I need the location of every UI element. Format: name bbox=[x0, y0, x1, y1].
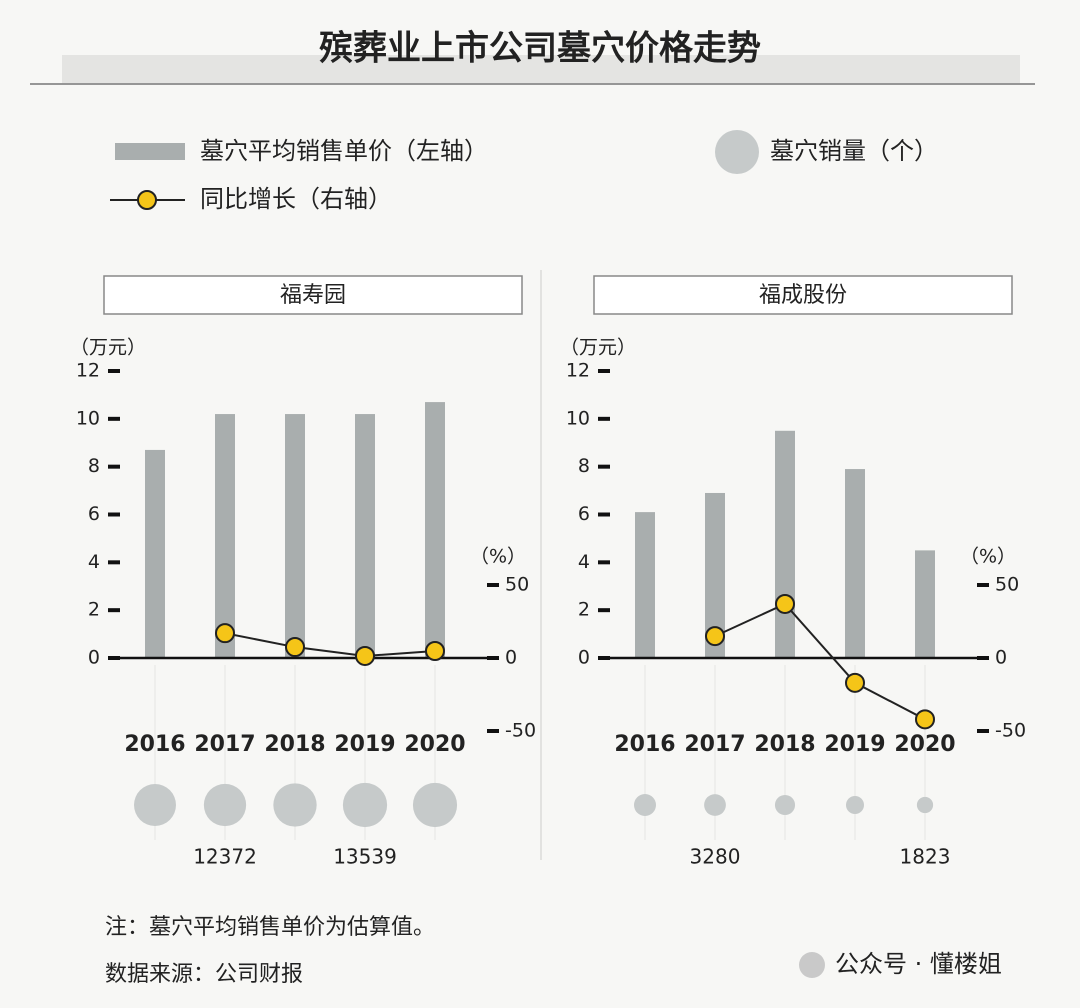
bubble bbox=[203, 783, 247, 827]
y-tick-label: 8 bbox=[88, 455, 100, 477]
legend-label: 墓穴销量（个） bbox=[770, 137, 938, 165]
bar bbox=[145, 449, 165, 658]
y-tick-label: 4 bbox=[578, 551, 590, 573]
legend-label: 墓穴平均销售单价（左轴） bbox=[200, 137, 488, 165]
x-tick-label: 2018 bbox=[264, 732, 325, 757]
watermark: 公众号 · 懂楼姐 bbox=[835, 950, 1002, 978]
y-tick-label: 10 bbox=[76, 407, 100, 429]
y-axis-label: （万元） bbox=[560, 337, 636, 359]
y-tick-label: 4 bbox=[88, 551, 100, 573]
x-tick-label: 2019 bbox=[824, 732, 885, 757]
y-tick-label: 0 bbox=[88, 647, 100, 669]
y-tick-label: 12 bbox=[566, 360, 590, 382]
x-tick-label: 2020 bbox=[404, 732, 465, 757]
line-marker bbox=[285, 637, 305, 658]
bar bbox=[705, 492, 725, 658]
x-tick-label: 2018 bbox=[754, 732, 815, 757]
y-tick-label: 2 bbox=[88, 599, 100, 621]
bar bbox=[845, 469, 865, 658]
bubble bbox=[634, 794, 656, 816]
page-title: 殡葬业上市公司墓穴价格走势 bbox=[319, 29, 761, 69]
y2-tick-label: 50 bbox=[995, 574, 1019, 596]
y2-axis-label: （%） bbox=[960, 546, 1016, 568]
x-tick-label: 2016 bbox=[614, 732, 675, 757]
panel-title: 福寿园 bbox=[280, 283, 346, 308]
bubble bbox=[342, 782, 388, 828]
line-marker bbox=[915, 709, 935, 730]
y2-tick-label: 50 bbox=[505, 574, 529, 596]
line-marker bbox=[215, 623, 235, 644]
x-tick-label: 2016 bbox=[124, 732, 185, 757]
legend-line-marker bbox=[137, 190, 157, 210]
line-marker bbox=[845, 672, 865, 693]
bar bbox=[355, 414, 375, 658]
legend-label: 同比增长（右轴） bbox=[200, 185, 392, 213]
bubble-label: 12372 bbox=[193, 845, 257, 869]
bubble bbox=[273, 783, 317, 827]
bubble-label: 13539 bbox=[333, 845, 397, 869]
x-tick-label: 2019 bbox=[334, 732, 395, 757]
panel-title-box bbox=[103, 275, 523, 315]
y2-tick-label: 0 bbox=[995, 647, 1007, 669]
x-tick-label: 2017 bbox=[684, 732, 745, 757]
watermark-icon bbox=[799, 952, 825, 978]
x-tick-label: 2020 bbox=[894, 732, 955, 757]
y-tick-label: 0 bbox=[578, 647, 590, 669]
y-tick-label: 6 bbox=[578, 503, 590, 525]
bar bbox=[775, 430, 795, 658]
y2-tick-label: -50 bbox=[505, 720, 536, 742]
x-tick-label: 2017 bbox=[194, 732, 255, 757]
bubble bbox=[774, 794, 796, 816]
bubble bbox=[412, 782, 458, 828]
bar bbox=[915, 550, 935, 658]
bubble-label: 3280 bbox=[690, 845, 741, 869]
note: 注：墓穴平均销售单价为估算值。 bbox=[105, 915, 435, 940]
line-marker bbox=[425, 640, 445, 661]
y-tick-label: 8 bbox=[578, 455, 590, 477]
bar bbox=[635, 512, 655, 658]
line-marker bbox=[705, 626, 725, 647]
y-tick-label: 12 bbox=[76, 360, 100, 382]
bubble bbox=[134, 784, 176, 826]
line-marker bbox=[775, 593, 795, 614]
panel-title: 福成股份 bbox=[759, 283, 847, 308]
y-tick-label: 10 bbox=[566, 407, 590, 429]
bar bbox=[215, 414, 235, 658]
legend-bubble-swatch bbox=[715, 130, 759, 174]
legend-bar-swatch bbox=[115, 143, 185, 160]
panel-title-box bbox=[593, 275, 1013, 315]
note: 数据来源：公司财报 bbox=[105, 962, 303, 987]
y2-tick-label: -50 bbox=[995, 720, 1026, 742]
line-marker bbox=[355, 645, 375, 666]
bar bbox=[285, 414, 305, 658]
y-tick-label: 2 bbox=[578, 599, 590, 621]
title-band bbox=[62, 55, 1020, 83]
bubble-label: 1823 bbox=[900, 845, 951, 869]
bubble bbox=[704, 794, 726, 816]
y-tick-label: 6 bbox=[88, 503, 100, 525]
y2-tick-label: 0 bbox=[505, 647, 517, 669]
line bbox=[714, 602, 926, 721]
bubble bbox=[845, 795, 865, 815]
y2-axis-label: （%） bbox=[470, 546, 526, 568]
bar bbox=[425, 402, 445, 658]
y-axis-label: （万元） bbox=[70, 337, 146, 359]
bubble bbox=[916, 796, 934, 814]
line bbox=[224, 632, 436, 657]
